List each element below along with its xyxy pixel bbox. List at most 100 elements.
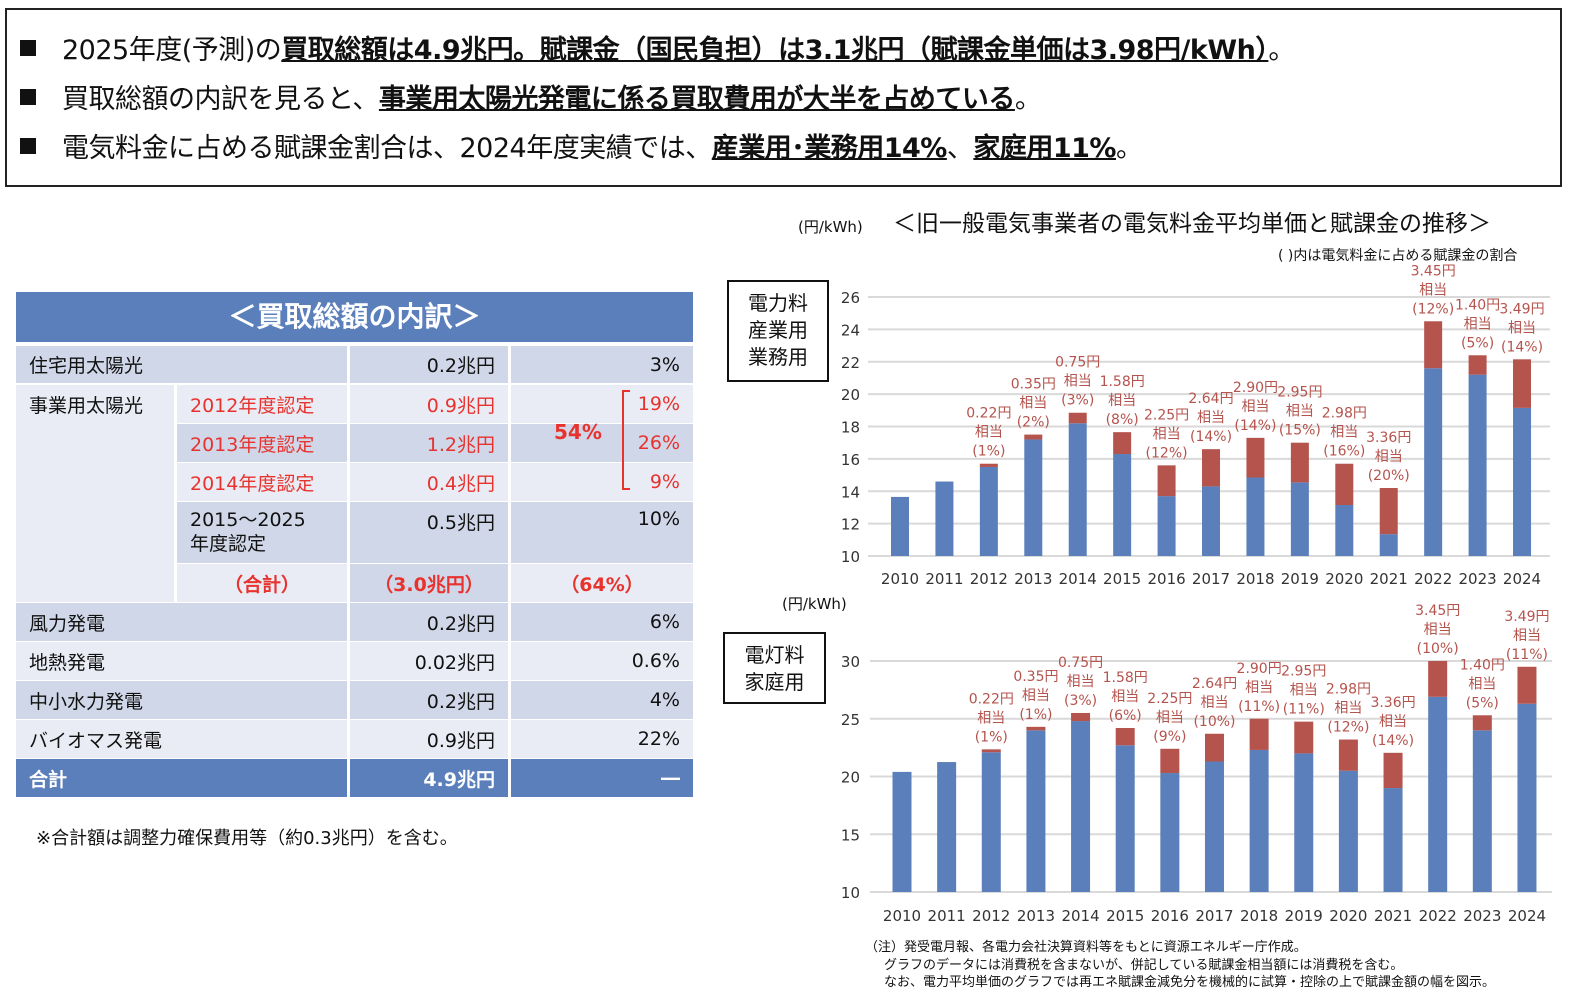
base-price-bar xyxy=(981,752,1001,892)
levy-data-label: 3.45円 xyxy=(1411,263,1456,279)
levy-data-label: 相当 xyxy=(977,710,1005,726)
y-tick-label: 10 xyxy=(841,884,860,902)
y-tick-label: 15 xyxy=(841,826,860,844)
y-tick-label: 18 xyxy=(841,419,860,437)
levy-data-label: (10%) xyxy=(1193,714,1235,730)
footnote-1: （注）発受電月報、各電力会社決算資料等をもとに資源エネルギー庁作成。 xyxy=(865,940,1307,955)
levy-data-label: (11%) xyxy=(1506,647,1548,663)
levy-data-label: (2%) xyxy=(1017,415,1050,431)
square-bullet-icon xyxy=(20,138,36,154)
emphasis-text: 買取総額は4.9兆円。賦課金（国民負担）は3.1兆円（賦課金単価は3.98円/k… xyxy=(281,35,1269,66)
levy-data-label: 1.58円 xyxy=(1103,670,1148,686)
bracket-icon xyxy=(622,390,630,490)
share-cell: 10% xyxy=(511,502,693,563)
x-tick-label: 2017 xyxy=(1192,570,1230,588)
levy-bar xyxy=(1071,712,1091,722)
row-label: 風力発電 xyxy=(16,603,347,641)
row-label: 地熱発電 xyxy=(16,642,347,680)
levy-bar xyxy=(1202,449,1221,487)
base-price-bar xyxy=(891,496,909,556)
levy-data-label: 相当 xyxy=(1067,674,1095,690)
levy-bar xyxy=(1379,488,1398,535)
levy-data-label: 相当 xyxy=(1334,701,1362,717)
summary-box xyxy=(5,8,1562,187)
levy-bar xyxy=(1428,661,1448,697)
x-tick-label: 2012 xyxy=(970,570,1008,588)
levy-bar xyxy=(981,749,1001,753)
levy-bar xyxy=(1113,432,1132,455)
levy-data-label: 相当 xyxy=(1286,404,1314,420)
levy-data-label: 0.35円 xyxy=(1011,377,1056,393)
x-tick-label: 2022 xyxy=(1419,907,1457,925)
sub-row-label: 2013年度認定 xyxy=(177,424,347,462)
levy-data-label: (12%) xyxy=(1146,445,1188,461)
levy-data-label: 相当 xyxy=(1379,714,1407,730)
levy-data-label: 相当 xyxy=(1245,680,1273,696)
bullet-text: 、 xyxy=(946,133,974,164)
x-tick-label: 2011 xyxy=(928,907,966,925)
base-price-bar xyxy=(1115,745,1135,892)
y-tick-label: 30 xyxy=(841,653,860,671)
y-tick-label: 14 xyxy=(841,483,860,501)
x-tick-label: 2011 xyxy=(925,570,963,588)
levy-data-label: 相当 xyxy=(1508,320,1536,336)
row-label: 住宅用太陽光 xyxy=(16,346,347,383)
levy-bar xyxy=(1294,721,1314,754)
y-tick-label: 26 xyxy=(841,289,860,307)
amount-cell: 0.02兆円 xyxy=(350,642,508,680)
levy-bar xyxy=(1290,442,1309,483)
x-tick-label: 2017 xyxy=(1195,907,1233,925)
levy-data-label: 相当 xyxy=(1153,426,1181,442)
amount-cell: 0.2兆円 xyxy=(350,681,508,719)
square-bullet-icon xyxy=(20,89,36,105)
base-price-bar xyxy=(1379,534,1398,556)
base-price-bar xyxy=(1513,407,1532,556)
levy-bar xyxy=(1513,359,1532,408)
levy-data-label: 相当 xyxy=(1419,282,1447,298)
x-tick-label: 2014 xyxy=(1061,907,1099,925)
levy-data-label: 相当 xyxy=(1468,676,1496,692)
base-price-bar xyxy=(1071,721,1091,892)
levy-data-label: 0.75円 xyxy=(1058,655,1103,671)
x-tick-label: 2020 xyxy=(1329,907,1367,925)
amount-cell: 4.9兆円 xyxy=(350,759,508,797)
levy-data-label: 相当 xyxy=(1064,374,1092,390)
y-tick-label: 16 xyxy=(841,451,860,469)
amount-cell: （3.0兆円） xyxy=(350,564,508,602)
bullet-text: 2025年度(予測)の xyxy=(62,35,282,66)
levy-data-label: 3.36円 xyxy=(1366,430,1411,446)
share-cell: 4% xyxy=(511,681,693,719)
levy-bar xyxy=(1468,355,1487,375)
levy-data-label: (12%) xyxy=(1412,301,1454,317)
levy-data-label: 相当 xyxy=(1197,410,1225,426)
base-price-bar xyxy=(1428,696,1448,892)
base-price-bar xyxy=(892,771,912,892)
levy-data-label: (14%) xyxy=(1190,429,1232,445)
levy-data-label: 1.58円 xyxy=(1100,374,1145,390)
levy-data-label: 3.36円 xyxy=(1370,695,1415,711)
footnote-3: なお、電力平均単価のグラフでは再エネ賦課金減免分を機械的に試算・控除の上で賦課金… xyxy=(884,975,1496,990)
levy-data-label: (1%) xyxy=(972,444,1005,460)
share-cell: 6% xyxy=(511,603,693,641)
sub-row-label: 2014年度認定 xyxy=(177,463,347,501)
levy-data-label: (14%) xyxy=(1234,418,1276,434)
base-price-bar xyxy=(1026,730,1046,892)
summary-bullet: 買取総額の内訳を見ると、事業用太陽光発電に係る買取費用が大半を占めている。 xyxy=(20,77,1042,116)
levy-data-label: (9%) xyxy=(1153,729,1186,745)
levy-bar xyxy=(1068,412,1087,424)
x-tick-label: 2020 xyxy=(1325,570,1363,588)
y-tick-label: 10 xyxy=(841,548,860,566)
levy-data-label: 相当 xyxy=(1424,622,1452,638)
bullet-text: 買取総額の内訳を見ると、 xyxy=(62,84,379,115)
base-price-bar xyxy=(1024,439,1043,556)
levy-data-label: (12%) xyxy=(1327,720,1369,736)
amount-cell: 1.2兆円 xyxy=(350,424,508,462)
x-tick-label: 2019 xyxy=(1285,907,1323,925)
bullet-text: 。 xyxy=(1116,133,1143,164)
levy-data-label: 0.35円 xyxy=(1013,669,1058,685)
base-price-bar xyxy=(935,481,954,556)
charts-title: ＜旧一般電気事業者の電気料金平均単価と賦課金の推移＞ xyxy=(893,211,1491,237)
levy-data-label: (14%) xyxy=(1372,733,1414,749)
levy-data-label: (15%) xyxy=(1279,423,1321,439)
base-price-bar xyxy=(1068,423,1087,556)
